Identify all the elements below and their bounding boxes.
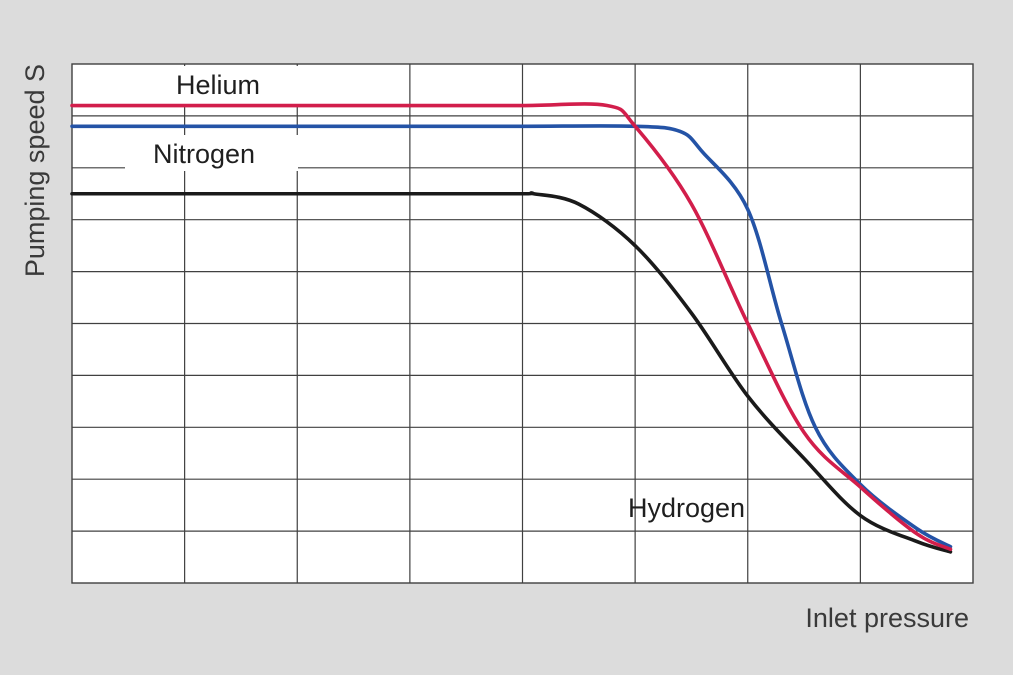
series-line-nitrogen	[70, 124, 953, 549]
series-line-helium	[70, 102, 953, 552]
series-label-background	[125, 135, 298, 171]
series-label-hydrogen: Hydrogen	[628, 493, 745, 523]
series-label-background	[146, 66, 300, 106]
x-axis-label: Inlet pressure	[805, 603, 969, 633]
series-lines	[70, 191, 953, 554]
y-axis-label: Pumping speed S	[20, 64, 50, 277]
series-label-nitrogen: Nitrogen	[153, 139, 255, 169]
grid	[72, 64, 973, 583]
series-labels: Helium Nitrogen Hydrogen	[125, 66, 745, 523]
series-label-helium: Helium	[176, 70, 260, 100]
series-line-hydrogen	[70, 191, 953, 554]
